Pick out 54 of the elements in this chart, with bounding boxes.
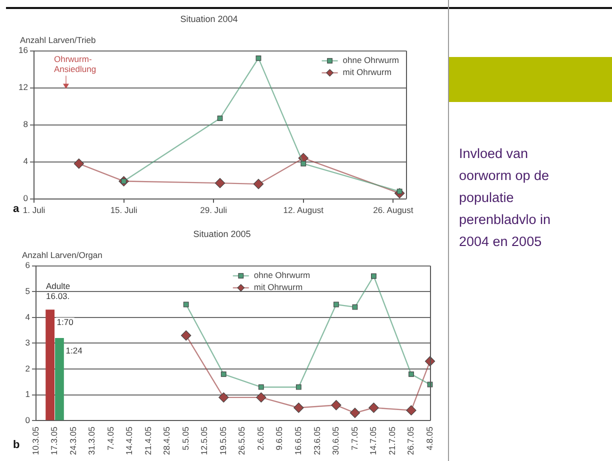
y-tick-label: 12 (18, 82, 28, 92)
y-tick-label: 8 (23, 119, 28, 130)
x-tick-label: 28.4.05 (162, 426, 172, 456)
legend-label: mit Ohrwurm (342, 67, 392, 78)
x-tick-label: 19.5.05 (218, 426, 228, 456)
text: a (13, 203, 20, 216)
y-tick-label: 5 (25, 286, 30, 296)
text: Invloed van oorworm op de populatie perenbladvlo in 2004 en 2005 (459, 145, 552, 251)
x-tick-label: 31.3.05 (86, 426, 97, 456)
legend-label: mit Ohrwurm (254, 282, 303, 292)
x-tick-label: 1. Juli (22, 205, 46, 216)
x-tick-label: 30.6.05 (330, 426, 341, 456)
x-tick-label: 7.7.05 (349, 426, 360, 450)
chart-title: Situation 2004 (180, 14, 238, 24)
x-tick-label: 29. Juli (200, 205, 228, 216)
y-tick-label: 6 (25, 260, 30, 270)
y-tick-label: 3 (25, 338, 30, 348)
chart-title: Situation 2005 (193, 228, 251, 239)
x-tick-label: 21.7.05 (386, 426, 397, 456)
x-tick-label: 23.6.05 (312, 426, 322, 456)
x-tick-label: 16.6.05 (293, 426, 304, 456)
x-tick-label: 4.8.05 (424, 426, 434, 450)
annotation: Ohrwurm-Ansiedlung (54, 54, 96, 74)
x-tick-label: 7.4.05 (105, 426, 116, 450)
x-tick-label: 21.4.05 (142, 426, 153, 456)
y-tick-label: 16 (18, 45, 28, 56)
x-tick-label: 9.6.05 (274, 426, 284, 450)
x-tick-label: 26. August (373, 205, 414, 216)
x-tick-label: 15. Juli (110, 205, 138, 216)
y-axis-title: Anzahl Larven/Trieb (20, 34, 96, 45)
y-tick-label: 1 (25, 389, 30, 400)
x-tick-label: 12.5.05 (199, 426, 210, 456)
x-tick-label: 24.3.05 (68, 426, 78, 456)
annotation: 1:24 (66, 345, 83, 356)
annotation: Adulte 16.03. (46, 281, 70, 302)
y-tick-label: 0 (25, 414, 30, 425)
x-tick-label: 26.7.05 (406, 426, 416, 456)
y-axis-title: Anzahl Larven/Organ (22, 250, 103, 260)
x-tick-label: 26.5.05 (236, 426, 247, 456)
x-tick-label: 14.4.05 (124, 426, 134, 456)
text: b (13, 439, 20, 452)
y-tick-label: 2 (25, 363, 30, 374)
y-tick-label: 4 (23, 156, 28, 166)
legend-label: ohne Ohrwurm (254, 270, 310, 280)
x-tick-label: 5.5.05 (180, 426, 190, 450)
x-tick-label: 12. August (283, 205, 324, 216)
x-tick-label: 17.3.05 (49, 426, 60, 456)
annotation: 1:70 (56, 316, 74, 327)
x-tick-label: 10.3.05 (30, 426, 40, 456)
legend-label: ohne Ohrwurm (342, 55, 399, 66)
y-tick-label: 4 (25, 312, 30, 322)
x-tick-label: 2.6.05 (255, 426, 266, 450)
x-tick-label: 14.7.05 (368, 426, 378, 456)
y-tick-label: 0 (23, 193, 28, 204)
